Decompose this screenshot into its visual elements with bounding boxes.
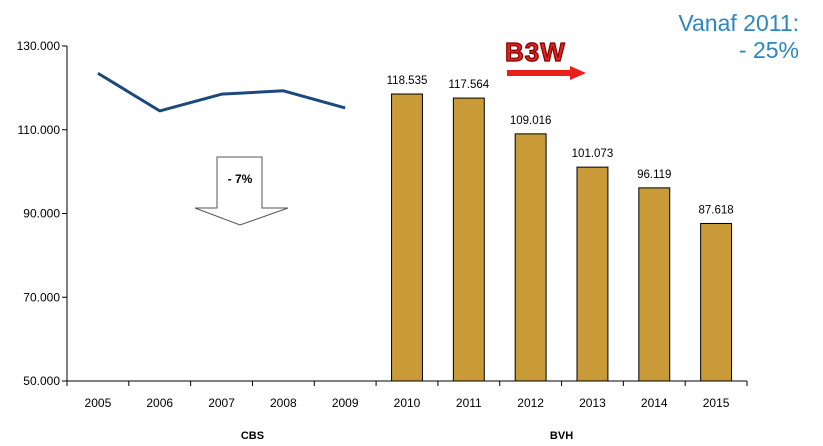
x-tick-label: 2014 xyxy=(641,396,668,410)
source-label: CBS xyxy=(241,430,264,442)
x-tick-label: 2011 xyxy=(456,396,482,410)
down-arrow-annotation: - 7% xyxy=(194,156,289,226)
down-arrow-icon xyxy=(194,156,289,226)
bars xyxy=(391,93,733,382)
bar-data-label: 118.535 xyxy=(387,75,428,87)
y-tick-label: 90.000 xyxy=(23,207,60,221)
axes: 50.000 70.000 90.000 110.000 130.000 2005 2006… xyxy=(17,39,748,410)
x-tick-label: 2015 xyxy=(703,396,730,410)
y-tick-label: 70.000 xyxy=(23,290,60,304)
bar xyxy=(700,222,733,382)
bar xyxy=(638,187,671,382)
source-label: BVH xyxy=(550,430,573,442)
headline-line2: - 25% xyxy=(738,37,799,63)
labels: 118.535 117.564 109.016 101.073 96.119 87.618… xyxy=(241,75,734,442)
bar-data-label: 117.564 xyxy=(448,79,489,91)
x-tick-label: 2005 xyxy=(85,396,112,410)
bar-data-label: 109.016 xyxy=(510,115,552,127)
red-arrow-shaft xyxy=(507,70,572,76)
y-tick-label: 110.000 xyxy=(18,123,61,137)
x-tick-label: 2012 xyxy=(517,396,544,410)
x-tick-label: 2008 xyxy=(270,396,297,410)
headline: Vanaf 2011: - 25% xyxy=(678,10,799,64)
bar xyxy=(391,93,423,382)
bar-data-label: 96.119 xyxy=(637,169,671,181)
y-tick-label: 50.000 xyxy=(23,374,60,388)
x-tick-label: 2010 xyxy=(394,396,421,410)
down-arrow-label: - 7% xyxy=(228,172,253,186)
headline-line1: Vanaf 2011: xyxy=(678,10,799,36)
red-arrow-icon xyxy=(570,66,586,80)
line-series xyxy=(97,71,346,113)
bar xyxy=(452,97,485,382)
x-tick-label: 2013 xyxy=(579,396,606,410)
b3w-logo-text: B3W xyxy=(505,37,566,67)
bar-data-label: 87.618 xyxy=(698,204,733,216)
x-tick-label: 2009 xyxy=(332,396,359,410)
bar xyxy=(514,133,547,382)
bar-data-label: 101.073 xyxy=(572,148,614,160)
bar xyxy=(576,166,609,382)
b3w-logo: B3W xyxy=(504,36,586,80)
x-tick-label: 2007 xyxy=(208,396,235,410)
x-tick-label: 2006 xyxy=(146,396,173,410)
cbs-line xyxy=(97,71,346,113)
y-tick-label: 130.000 xyxy=(17,39,61,53)
